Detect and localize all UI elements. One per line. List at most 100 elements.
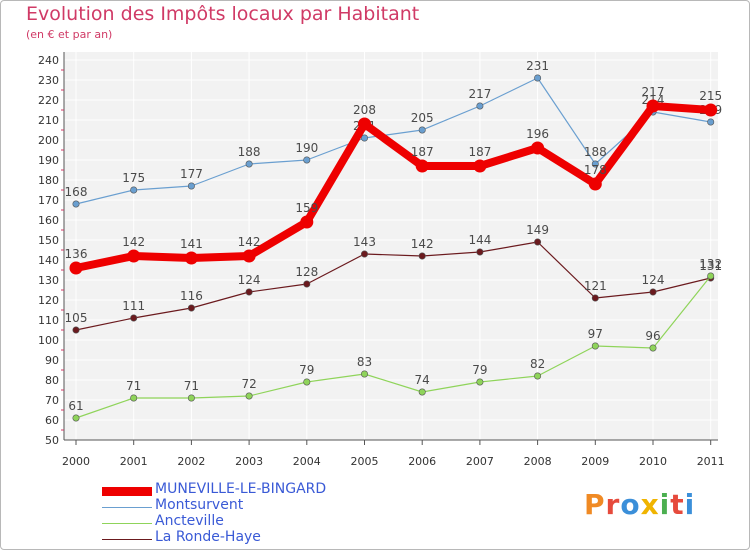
data-point-muneville-le-bingard	[358, 117, 371, 131]
y-tick-label: 80	[45, 374, 59, 387]
data-label-ancteville: 72	[241, 377, 256, 391]
y-tick-label: 190	[38, 154, 59, 167]
x-tick-label: 2007	[466, 455, 494, 468]
legend-label-muneville: MUNEVILLE-LE-BINGARD	[155, 481, 327, 497]
data-point-montsurvent	[476, 102, 484, 110]
logo-letter: r	[605, 488, 621, 521]
data-point-montsurvent	[534, 74, 542, 82]
data-point-montsurvent	[245, 160, 253, 168]
data-point-la-ronde-haye	[534, 238, 542, 246]
y-tick-label: 240	[38, 54, 59, 67]
data-label-montsurvent: 190	[295, 141, 318, 155]
x-tick-label: 2000	[62, 455, 90, 468]
data-label-ancteville: 83	[357, 355, 372, 369]
data-label-muneville-le-bingard: 178	[584, 163, 607, 177]
data-point-muneville-le-bingard	[184, 251, 198, 265]
data-point-la-ronde-haye	[360, 250, 368, 258]
data-point-la-ronde-haye	[591, 294, 599, 302]
x-tick-label: 2008	[524, 455, 552, 468]
x-tick-label: 2003	[235, 455, 263, 468]
data-label-montsurvent: 175	[122, 171, 145, 185]
data-label-muneville-le-bingard: 208	[353, 103, 376, 117]
data-label-montsurvent: 217	[468, 87, 491, 101]
series-line-muneville-le-bingard	[72, 102, 715, 272]
y-tick-label: 210	[38, 114, 59, 127]
data-point-la-ronde-haye	[418, 252, 426, 260]
data-label-ancteville: 79	[472, 363, 487, 377]
y-tick-label: 180	[38, 174, 59, 187]
data-point-la-ronde-haye	[130, 314, 138, 322]
data-label-montsurvent: 177	[180, 167, 203, 181]
data-point-ancteville	[72, 414, 80, 422]
data-label-la-ronde-haye: 143	[353, 235, 376, 249]
y-tick-label: 100	[38, 334, 59, 347]
data-point-ancteville	[649, 344, 657, 352]
legend-label-montsurvent: Montsurvent	[155, 497, 244, 513]
chart-title: Evolution des Impôts locaux par Habitant	[26, 3, 420, 25]
logo-letter: P	[584, 488, 606, 521]
data-point-montsurvent	[360, 134, 368, 142]
data-point-montsurvent	[72, 200, 80, 208]
data-label-la-ronde-haye: 121	[584, 279, 607, 293]
data-point-muneville-le-bingard	[242, 249, 256, 263]
y-tick-label: 150	[38, 234, 59, 247]
legend-swatch-ancteville	[102, 523, 152, 524]
logo-letter: i	[684, 488, 696, 521]
legend-swatch-muneville	[102, 487, 152, 496]
data-point-ancteville	[591, 342, 599, 350]
data-label-ancteville: 71	[184, 379, 199, 393]
plot-area	[64, 52, 718, 440]
y-tick-label: 170	[38, 194, 59, 207]
data-point-ancteville	[360, 370, 368, 378]
data-label-ancteville: 74	[415, 373, 430, 387]
y-tick-label: 110	[38, 314, 59, 327]
x-tick-label: 2002	[177, 455, 205, 468]
x-tick-label: 2001	[120, 455, 148, 468]
x-tick-label: 2006	[408, 455, 436, 468]
data-label-ancteville: 96	[645, 329, 660, 343]
chart-subtitle: (en € et par an)	[26, 28, 113, 41]
data-point-muneville-le-bingard	[300, 215, 314, 229]
series-line-la-ronde-haye	[75, 241, 712, 331]
data-label-muneville-le-bingard: 142	[238, 235, 261, 249]
logo-letter: x	[640, 488, 660, 521]
series-line-montsurvent	[75, 77, 712, 205]
data-point-la-ronde-haye	[72, 326, 80, 334]
y-tick-label: 60	[45, 414, 59, 427]
y-tick-label: 70	[45, 394, 59, 407]
data-point-muneville-le-bingard	[127, 249, 141, 263]
data-point-muneville-le-bingard	[646, 99, 660, 113]
data-point-ancteville	[476, 378, 484, 386]
data-point-la-ronde-haye	[303, 280, 311, 288]
data-label-la-ronde-haye: 124	[238, 273, 261, 287]
data-point-muneville-le-bingard	[415, 159, 429, 173]
data-point-muneville-le-bingard	[531, 141, 545, 155]
x-tick-label: 2010	[639, 455, 667, 468]
series-line-ancteville	[75, 275, 712, 419]
y-tick-label: 50	[45, 434, 59, 447]
data-point-montsurvent	[130, 186, 138, 194]
logo-letter: o	[620, 488, 641, 521]
data-label-muneville-le-bingard: 159	[295, 201, 318, 215]
data-point-ancteville	[130, 394, 138, 402]
data-point-ancteville	[418, 388, 426, 396]
data-point-ancteville	[707, 272, 715, 280]
data-label-montsurvent: 205	[411, 111, 434, 125]
y-tick-label: 220	[38, 94, 59, 107]
data-label-la-ronde-haye: 149	[526, 223, 549, 237]
x-tick-label: 2009	[581, 455, 609, 468]
data-point-la-ronde-haye	[649, 288, 657, 296]
data-label-ancteville: 82	[530, 357, 545, 371]
data-label-la-ronde-haye: 144	[468, 233, 491, 247]
x-tick-label: 2011	[697, 455, 725, 468]
legend-label-ancteville: Ancteville	[155, 513, 224, 529]
data-point-la-ronde-haye	[187, 304, 195, 312]
y-tick-label: 120	[38, 294, 59, 307]
data-point-la-ronde-haye	[245, 288, 253, 296]
data-point-muneville-le-bingard	[473, 159, 487, 173]
data-point-muneville-le-bingard	[704, 103, 718, 117]
data-point-montsurvent	[707, 118, 715, 126]
data-point-la-ronde-haye	[476, 248, 484, 256]
y-tick-label: 160	[38, 214, 59, 227]
